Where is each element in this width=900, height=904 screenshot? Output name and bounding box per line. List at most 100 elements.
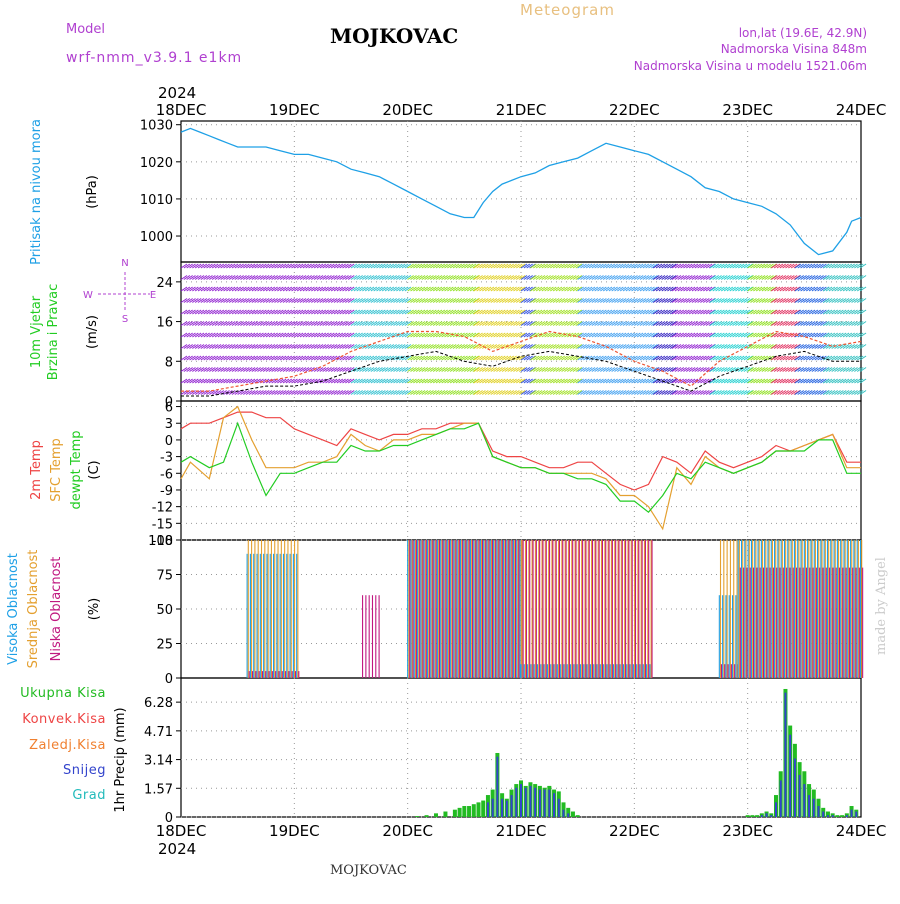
wind-barb — [520, 355, 528, 361]
wind-barb — [808, 275, 816, 280]
x-day-label-bottom: 23DEC — [722, 822, 773, 840]
wind-barb — [356, 344, 363, 349]
wind-barb — [658, 332, 666, 338]
cloud-ylabel: (%) — [87, 598, 102, 621]
wind-barb — [523, 332, 531, 338]
wind-barb — [441, 309, 448, 315]
wind-barb — [642, 378, 650, 384]
wind-barb — [444, 367, 451, 372]
wind-barb — [770, 275, 777, 280]
wind-barb — [834, 286, 841, 292]
wind-barb — [854, 367, 861, 372]
wind-barb — [664, 332, 671, 338]
wind-barb — [547, 390, 554, 395]
wind-barb — [493, 378, 500, 384]
wind-barb — [359, 332, 366, 338]
wind-barb — [817, 275, 824, 280]
wind-barb — [671, 321, 679, 326]
wind-barb — [482, 309, 489, 315]
wind-barb — [753, 367, 760, 372]
wind-barb — [552, 367, 560, 372]
wind-barb — [729, 309, 736, 315]
wind-barb — [735, 378, 742, 384]
wind-barb — [677, 321, 685, 326]
wind-barb — [688, 275, 696, 280]
wind-barb — [735, 309, 742, 315]
wind-barb — [718, 309, 725, 315]
wind-barb — [558, 367, 566, 372]
wind-barb — [231, 332, 239, 338]
wind-barb — [319, 390, 327, 395]
wind-barb — [381, 344, 389, 349]
wind-barb — [674, 275, 682, 280]
wind-barb — [664, 275, 671, 280]
wind-barb — [217, 390, 225, 395]
wind-barb — [516, 355, 523, 361]
wind-barb — [577, 355, 584, 361]
wind-barb — [747, 286, 754, 292]
wind-barb — [226, 378, 233, 384]
wind-barb — [330, 332, 338, 338]
wind-barb — [251, 367, 259, 372]
wind-barb — [271, 298, 278, 303]
wind-barb — [585, 390, 593, 395]
wind-barb — [591, 367, 599, 372]
wind-barb — [251, 321, 259, 326]
wind-barb — [661, 355, 668, 361]
wind-barb — [805, 390, 813, 395]
wind-barb — [688, 286, 696, 292]
wind-barb — [490, 286, 498, 292]
wind-barb — [680, 309, 687, 315]
wind-barb — [561, 275, 568, 280]
wind-barb — [575, 275, 583, 280]
wind-barb — [254, 263, 261, 269]
wind-barb — [661, 344, 668, 349]
wind-barb — [651, 263, 658, 269]
wind-barb — [308, 309, 315, 315]
wind-barb — [285, 275, 293, 280]
wind-barb — [328, 298, 335, 303]
wind-barb — [790, 286, 798, 292]
wind-barb — [747, 332, 754, 338]
wind-barb — [285, 321, 293, 326]
wind-barb — [602, 344, 610, 349]
wind-barb — [257, 275, 264, 280]
wind-barb — [617, 332, 624, 338]
wind-barb — [499, 275, 506, 280]
wind-barb — [794, 321, 802, 326]
wind-barb — [658, 275, 666, 280]
wind-barb — [720, 332, 728, 338]
wind-barb — [308, 298, 315, 303]
wind-barb — [753, 263, 760, 269]
wind-barb — [619, 298, 627, 303]
precip-bar-total — [415, 816, 420, 817]
wind-barb — [523, 298, 531, 303]
wind-barb — [441, 263, 448, 269]
wind-barb — [243, 298, 250, 303]
compass-N: N — [121, 258, 128, 269]
wind-barb — [311, 286, 318, 292]
temperature-ytick-label: 3 — [165, 417, 173, 432]
wind-barb — [415, 309, 423, 315]
wind-barb — [189, 286, 196, 292]
wind-barb — [384, 286, 392, 292]
wind-barb — [594, 263, 601, 269]
wind-barb — [189, 355, 196, 361]
wind-barb — [776, 286, 784, 292]
wind-barb — [438, 355, 446, 361]
wind-barb — [387, 367, 395, 372]
wind-barb — [507, 286, 515, 292]
wind-barb — [194, 378, 202, 384]
wind-barb — [671, 275, 679, 280]
wind-barb — [845, 390, 853, 395]
wind-barb — [720, 355, 728, 361]
wind-barb — [211, 321, 219, 326]
wind-barb — [605, 390, 613, 395]
wind-barb — [479, 275, 486, 280]
wind-barb — [376, 309, 383, 315]
wind-barb — [461, 263, 468, 269]
wind-barb — [296, 344, 304, 349]
wind-barb — [541, 378, 549, 384]
wind-barb — [472, 332, 480, 338]
wind-barb — [837, 390, 844, 395]
